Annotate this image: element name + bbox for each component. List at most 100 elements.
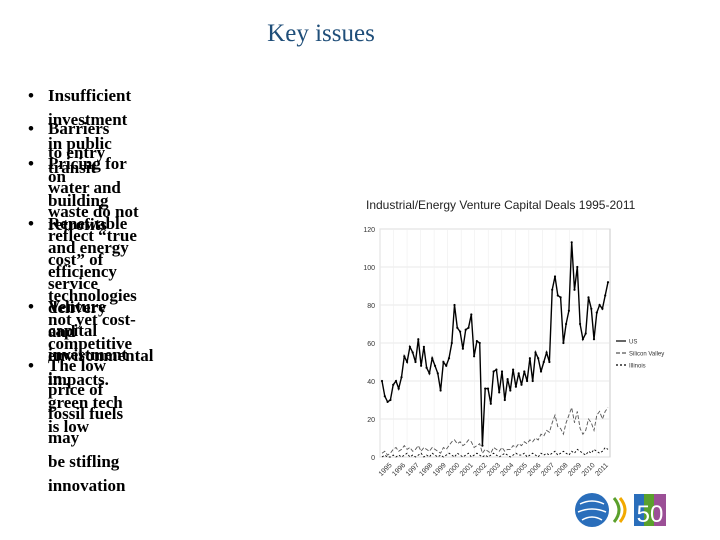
us-data-point xyxy=(414,360,417,364)
us-data-point xyxy=(439,389,442,392)
us-data-point xyxy=(606,281,610,284)
us-data-point xyxy=(461,347,464,350)
us-data-point xyxy=(498,391,501,394)
us-data-point xyxy=(584,332,587,335)
x-tick-label: 2002 xyxy=(472,462,488,478)
x-tick-label: 1996 xyxy=(391,462,407,478)
us-data-point xyxy=(433,364,437,367)
x-tick-label: 2010 xyxy=(581,462,597,478)
us-data-point xyxy=(445,364,448,367)
us-data-point xyxy=(459,330,462,333)
y-tick-label: 20 xyxy=(367,417,375,424)
us-data-point xyxy=(386,400,389,403)
us-data-point xyxy=(604,294,607,297)
y-tick-label: 80 xyxy=(367,303,375,310)
us-data-point xyxy=(545,351,548,354)
us-data-point xyxy=(537,357,540,360)
us-data-point xyxy=(512,368,515,371)
us-data-point xyxy=(428,372,431,375)
us-data-point xyxy=(495,368,498,371)
us-data-point xyxy=(542,360,545,364)
us-data-point xyxy=(551,288,554,291)
us-data-point xyxy=(556,294,559,297)
us-data-point xyxy=(565,322,568,326)
us-data-point xyxy=(517,372,520,375)
slide-title: Key issues xyxy=(267,20,375,47)
us-data-point xyxy=(562,341,565,345)
us-data-point xyxy=(576,265,579,269)
us-data-point xyxy=(420,364,423,367)
us-data-point xyxy=(489,402,492,405)
series-line-silicon-valley xyxy=(381,405,609,456)
us-data-point xyxy=(548,360,551,364)
us-data-point xyxy=(590,307,593,310)
us-data-point xyxy=(403,355,406,358)
x-tick-label: 2001 xyxy=(459,462,475,478)
x-tick-label: 2004 xyxy=(499,462,515,478)
anniversary-label: 50 xyxy=(637,501,664,528)
us-data-point xyxy=(559,296,562,299)
legend-label: Illinois xyxy=(629,364,646,370)
us-data-point xyxy=(470,313,473,316)
us-data-point xyxy=(453,303,456,307)
us-data-point xyxy=(473,355,476,358)
bullet-text: be stifling innovation xyxy=(48,452,126,495)
x-tick-label: 1998 xyxy=(418,462,434,478)
bullet-glyph: • xyxy=(28,86,34,105)
us-data-point xyxy=(503,398,506,402)
vc-deals-chart: 0 20 40 60 80 100 120 1995 1996 1997 1998 1999 2000 2… xyxy=(350,217,672,494)
us-data-point xyxy=(478,341,481,345)
x-tick-label: 2008 xyxy=(554,462,570,478)
us-data-point xyxy=(520,383,523,386)
us-data-point xyxy=(389,398,392,402)
us-data-point xyxy=(456,326,459,329)
x-tick-label: 1999 xyxy=(432,462,448,478)
globe-icon xyxy=(575,493,609,527)
x-tick-label: 1995 xyxy=(378,462,394,478)
us-data-point xyxy=(523,370,526,373)
chart-svg: 0204060801001201995199619971998199920002… xyxy=(363,227,664,478)
us-data-point xyxy=(475,340,478,343)
bullet-text: Venture capital investment in xyxy=(48,297,128,388)
us-data-point xyxy=(425,366,428,369)
bullet-text: Barriers to entry on building retrofits xyxy=(48,119,110,234)
y-tick-label: 120 xyxy=(363,227,375,234)
us-data-point xyxy=(394,379,398,383)
us-data-point xyxy=(417,338,420,341)
us-data-point xyxy=(380,379,384,383)
us-data-point xyxy=(506,378,509,381)
x-tick-label: 2007 xyxy=(540,462,556,478)
us-data-point xyxy=(601,307,604,310)
us-data-point xyxy=(534,351,537,354)
us-data-point xyxy=(500,370,504,373)
us-data-point xyxy=(383,395,386,398)
us-data-point xyxy=(408,345,411,348)
us-data-point xyxy=(450,341,453,345)
us-data-point xyxy=(411,351,414,354)
bullet-text: technologies not yet cost- xyxy=(48,286,137,329)
us-data-point xyxy=(570,241,573,244)
us-data-point xyxy=(447,357,451,360)
legend-label: Silicon Valley xyxy=(629,352,664,358)
us-data-point xyxy=(492,370,495,373)
bullet-glyph: • xyxy=(28,297,34,316)
us-data-point xyxy=(526,379,529,383)
x-tick-label: 2011 xyxy=(594,462,610,478)
us-data-point xyxy=(467,326,470,329)
us-data-point xyxy=(581,338,584,341)
us-data-point xyxy=(464,328,467,331)
us-data-point xyxy=(486,387,490,390)
x-tick-label: 2005 xyxy=(513,462,529,478)
legend-label: US xyxy=(629,340,637,346)
us-data-point xyxy=(400,376,403,379)
y-tick-label: 40 xyxy=(367,379,375,386)
y-tick-label: 60 xyxy=(367,341,375,348)
bullet-glyph: • xyxy=(28,356,34,375)
x-tick-label: 2003 xyxy=(486,462,502,478)
x-tick-label: 2000 xyxy=(445,462,461,478)
us-data-point xyxy=(431,357,434,360)
oecd-logo-icon: 50 xyxy=(575,493,666,528)
us-data-point xyxy=(392,383,395,386)
us-data-point xyxy=(539,370,543,373)
bullet-text: green tech is low xyxy=(48,393,123,436)
